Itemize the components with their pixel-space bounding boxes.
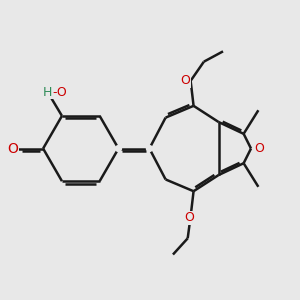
Text: O: O bbox=[184, 211, 194, 224]
Text: O: O bbox=[180, 74, 190, 87]
Circle shape bbox=[146, 146, 152, 152]
Circle shape bbox=[116, 146, 122, 152]
Text: O: O bbox=[8, 142, 18, 155]
Text: H: H bbox=[43, 86, 52, 99]
Text: -O: -O bbox=[52, 86, 67, 99]
Text: O: O bbox=[254, 142, 264, 155]
